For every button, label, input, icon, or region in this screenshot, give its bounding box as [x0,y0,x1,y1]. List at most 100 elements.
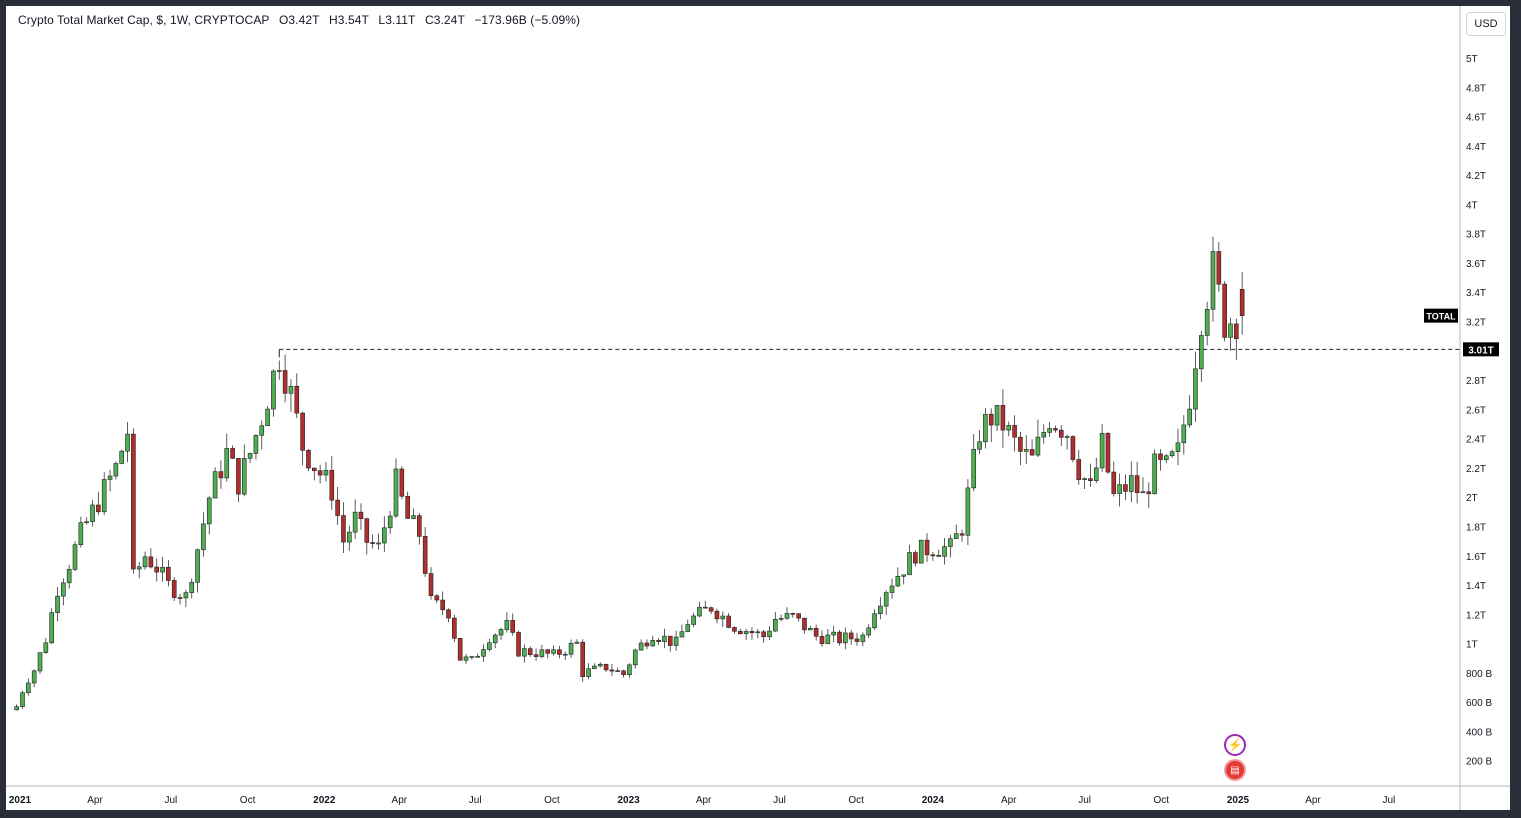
candle [831,625,836,643]
candle [1029,439,1035,456]
candle [854,632,860,646]
candle-body [317,470,323,476]
candle [1152,449,1157,495]
symbol-tag: TOTAL [1426,312,1456,322]
candle-body [749,631,755,634]
chart-frame: 200 B 400 B 600 B 800 B 1T 1.2T 1.4T 1.6T 1.8T 2T… [6,6,1510,810]
y-tick-label: 4.6T [1466,113,1486,124]
candle-body [609,669,615,672]
candle-body [510,620,516,633]
candle [1035,419,1041,457]
candle-body [1239,289,1245,316]
candle-body [101,479,107,513]
ohlc-open: O3.42T [278,13,320,27]
candle-body [1070,436,1076,460]
ohlc-high: H3.54T [329,13,369,27]
candle [1216,242,1222,292]
candle [994,405,1000,431]
candle [101,472,107,516]
candle-body [84,521,89,523]
candle [352,499,358,540]
candle [510,613,516,636]
x-tick-label: 2021 [9,795,32,806]
candle [872,609,877,630]
candle-body [142,556,148,568]
candle [218,460,224,489]
x-tick-label: Apr [696,795,712,806]
candle-body [422,536,428,574]
candle-body [1047,428,1052,433]
candle [1204,301,1210,346]
candle-body [580,641,586,677]
candle [171,577,177,601]
candle-body [994,405,1000,426]
y-tick-label: 2.2T [1466,464,1486,475]
candle [1023,435,1029,465]
candle-body [370,542,375,544]
candle-body [1099,432,1105,469]
x-tick-label: 2022 [313,795,336,806]
candle [615,667,621,672]
candle [347,525,352,551]
candle [1134,461,1140,504]
y-tick-label: 2.4T [1466,435,1486,446]
candle [767,626,772,641]
candle-body [457,637,463,661]
candle [72,541,78,572]
x-tick-label: Apr [1001,795,1017,806]
candle [323,461,329,482]
candle [1105,432,1111,475]
candle-body [825,634,831,644]
candle-body [1216,251,1222,285]
candle [580,639,586,682]
x-tick-label: Jul [1078,795,1091,806]
candle-body [247,453,253,459]
candle-body [288,385,294,394]
candle [743,628,749,641]
currency-button[interactable]: USD [1466,12,1506,36]
candle [650,635,656,647]
candle [411,508,416,519]
candle [14,704,19,711]
candle [417,513,422,545]
candle-body [773,619,778,632]
us-flag-icon[interactable]: ▤ [1224,759,1246,781]
candle-body [632,649,638,666]
candle [913,550,918,567]
y-tick-label: 2T [1466,493,1478,504]
y-tick-label: 4.4T [1466,142,1486,153]
candle [983,407,988,449]
symbol-name: Crypto Total Market Cap, $, 1W, CRYPTOCA… [18,13,270,27]
candle [878,597,883,620]
candle [673,630,679,651]
candle [895,567,901,587]
candle-body [358,511,364,519]
x-tick-label: Jul [1382,795,1395,806]
candle [784,607,790,621]
candle-body [66,569,72,584]
y-tick-label: 5T [1466,54,1478,65]
candle [271,369,276,417]
candle-body [883,592,889,607]
price-chart[interactable]: 200 B 400 B 600 B 800 B 1T 1.2T 1.4T 1.6T 1.8T 2T… [6,6,1510,810]
candle-body [959,533,965,536]
candle [31,669,37,688]
candle-body [294,385,300,414]
candle-body [498,629,504,636]
candle-body [737,630,743,635]
candle [370,534,375,549]
candle [148,548,154,569]
bolt-icon[interactable]: ⚡ [1224,734,1246,756]
candle-body [802,617,807,631]
candle [679,624,685,638]
candle [195,548,200,593]
candle-body [907,552,912,576]
candle-body [1012,425,1017,438]
candle-body [516,632,521,657]
candle [382,516,387,552]
y-tick-label: 1.4T [1466,581,1486,592]
candle-body [1082,478,1087,480]
candle [212,467,218,499]
candle-body [726,615,731,628]
candle-body [872,613,877,629]
